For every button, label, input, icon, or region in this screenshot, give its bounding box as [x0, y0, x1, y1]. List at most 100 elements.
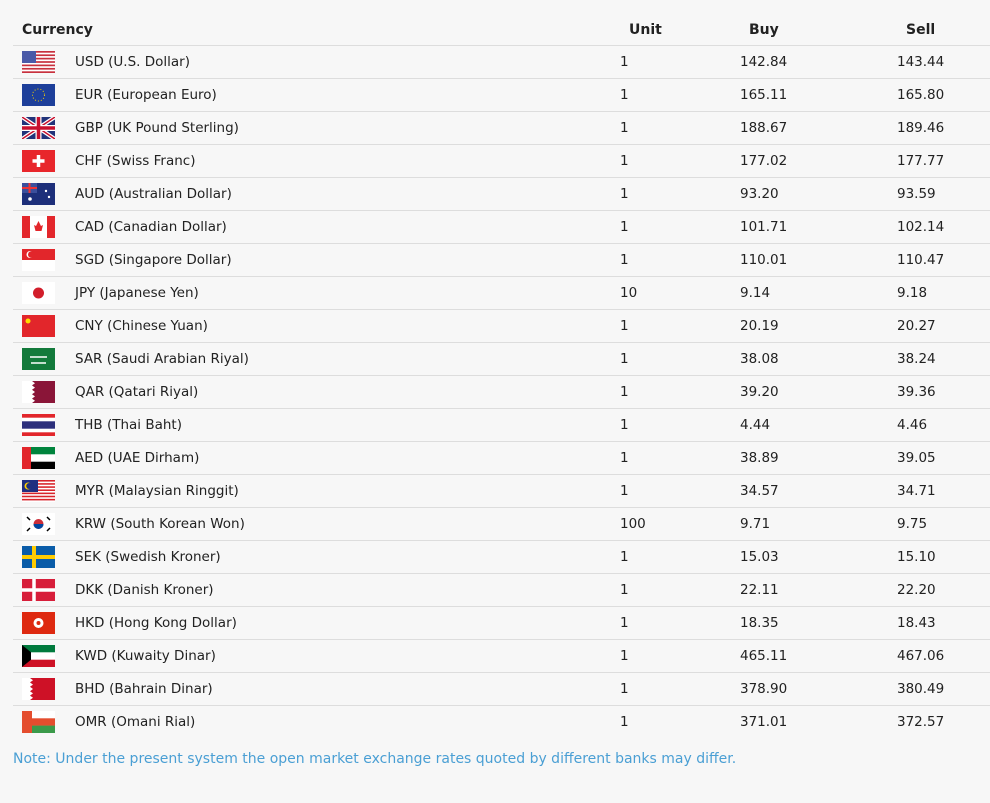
sell-rate: 18.43: [897, 606, 990, 640]
sell-rate: 9.75: [897, 507, 990, 541]
table-row: SEK (Swedish Kroner) 1 15.03 15.10: [13, 540, 990, 574]
sell-rate: 39.36: [897, 375, 990, 409]
unit-value: 1: [620, 144, 740, 178]
currency-name: GBP (UK Pound Sterling): [75, 111, 620, 145]
unit-value: 1: [620, 210, 740, 244]
unit-value: 1: [620, 375, 740, 409]
sell-rate: 189.46: [897, 111, 990, 145]
buy-rate: 188.67: [740, 111, 897, 145]
ca-flag-icon: [22, 216, 55, 238]
table-row: DKK (Danish Kroner) 1 22.11 22.20: [13, 573, 990, 607]
buy-rate: 4.44: [740, 408, 897, 442]
sell-rate: 380.49: [897, 672, 990, 706]
currency-name: SAR (Saudi Arabian Riyal): [75, 342, 620, 376]
table-row: OMR (Omani Rial) 1 371.01 372.57: [13, 706, 990, 739]
buy-rate: 18.35: [740, 606, 897, 640]
sell-rate: 34.71: [897, 474, 990, 508]
sell-rate: 165.80: [897, 78, 990, 112]
currency-name: EUR (European Euro): [75, 78, 620, 112]
bh-flag-icon: [22, 678, 55, 700]
sell-rate: 102.14: [897, 210, 990, 244]
unit-value: 1: [620, 243, 740, 277]
table-row: GBP (UK Pound Sterling) 1 188.67 189.46: [13, 111, 990, 145]
sell-rate: 38.24: [897, 342, 990, 376]
au-flag-icon: [22, 183, 55, 205]
ae-flag-icon: [22, 447, 55, 469]
uk-flag-icon: [22, 117, 55, 139]
table-row: AED (UAE Dirham) 1 38.89 39.05: [13, 441, 990, 475]
buy-rate: 38.08: [740, 342, 897, 376]
exchange-rate-table: Currency Unit Buy Sell USD (U.S. Dollar)…: [13, 14, 990, 738]
om-flag-icon: [22, 711, 55, 733]
sell-rate: 4.46: [897, 408, 990, 442]
buy-rate: 9.14: [740, 276, 897, 310]
table-row: HKD (Hong Kong Dollar) 1 18.35 18.43: [13, 606, 990, 640]
unit-value: 100: [620, 507, 740, 541]
buy-rate: 93.20: [740, 177, 897, 211]
unit-value: 1: [620, 45, 740, 79]
buy-rate: 39.20: [740, 375, 897, 409]
sell-rate: 22.20: [897, 573, 990, 607]
unit-value: 1: [620, 573, 740, 607]
table-row: SAR (Saudi Arabian Riyal) 1 38.08 38.24: [13, 342, 990, 376]
sell-rate: 467.06: [897, 639, 990, 673]
sell-rate: 143.44: [897, 45, 990, 79]
unit-value: 1: [620, 639, 740, 673]
unit-value: 1: [620, 111, 740, 145]
buy-rate: 371.01: [740, 714, 788, 730]
currency-name: OMR (Omani Rial): [75, 714, 196, 730]
currency-name: CAD (Canadian Dollar): [75, 210, 620, 244]
buy-rate: 9.71: [740, 507, 897, 541]
buy-rate: 101.71: [740, 210, 897, 244]
th-flag-icon: [22, 414, 55, 436]
currency-name: SEK (Swedish Kroner): [75, 540, 620, 574]
qa-flag-icon: [22, 381, 55, 403]
sell-rate: 177.77: [897, 144, 990, 178]
currency-name: USD (U.S. Dollar): [75, 45, 620, 79]
table-row: QAR (Qatari Riyal) 1 39.20 39.36: [13, 375, 990, 409]
us-flag-icon: [22, 51, 55, 73]
table-row: THB (Thai Baht) 1 4.44 4.46: [13, 408, 990, 442]
unit-value: 1: [620, 441, 740, 475]
currency-name: JPY (Japanese Yen): [75, 276, 620, 310]
sell-rate: 372.57: [897, 714, 945, 730]
buy-rate: 165.11: [740, 78, 897, 112]
buy-rate: 378.90: [740, 672, 897, 706]
sa-flag-icon: [22, 348, 55, 370]
table-row: CHF (Swiss Franc) 1 177.02 177.77: [13, 144, 990, 178]
buy-rate: 38.89: [740, 441, 897, 475]
unit-value: 1: [620, 540, 740, 574]
dk-flag-icon: [22, 579, 55, 601]
currency-name: DKK (Danish Kroner): [75, 573, 620, 607]
sell-rate: 39.05: [897, 441, 990, 475]
table-row: AUD (Australian Dollar) 1 93.20 93.59: [13, 177, 990, 211]
currency-name: AED (UAE Dirham): [75, 441, 620, 475]
table-row: CNY (Chinese Yuan) 1 20.19 20.27: [13, 309, 990, 343]
unit-value: 10: [620, 276, 740, 310]
buy-rate: 15.03: [740, 540, 897, 574]
currency-name: HKD (Hong Kong Dollar): [75, 606, 620, 640]
unit-value: 1: [620, 408, 740, 442]
jp-flag-icon: [22, 282, 55, 304]
currency-name: KWD (Kuwaity Dinar): [75, 639, 620, 673]
sg-flag-icon: [22, 249, 55, 271]
cn-flag-icon: [22, 315, 55, 337]
unit-value: 1: [620, 606, 740, 640]
buy-rate: 34.57: [740, 474, 897, 508]
unit-value: 1: [620, 714, 629, 730]
table-row: KWD (Kuwaity Dinar) 1 465.11 467.06: [13, 639, 990, 673]
currency-name: QAR (Qatari Riyal): [75, 375, 620, 409]
table-header-row: Currency Unit Buy Sell: [13, 14, 990, 46]
unit-value: 1: [620, 78, 740, 112]
currency-name: BHD (Bahrain Dinar): [75, 672, 620, 706]
kr-flag-icon: [22, 513, 55, 535]
header-sell: Sell: [897, 14, 990, 46]
table-row: USD (U.S. Dollar) 1 142.84 143.44: [13, 45, 990, 79]
table-row: CAD (Canadian Dollar) 1 101.71 102.14: [13, 210, 990, 244]
sell-rate: 93.59: [897, 177, 990, 211]
table-row: SGD (Singapore Dollar) 1 110.01 110.47: [13, 243, 990, 277]
se-flag-icon: [22, 546, 55, 568]
header-currency: Currency: [13, 14, 620, 46]
my-flag-icon: [22, 480, 55, 502]
